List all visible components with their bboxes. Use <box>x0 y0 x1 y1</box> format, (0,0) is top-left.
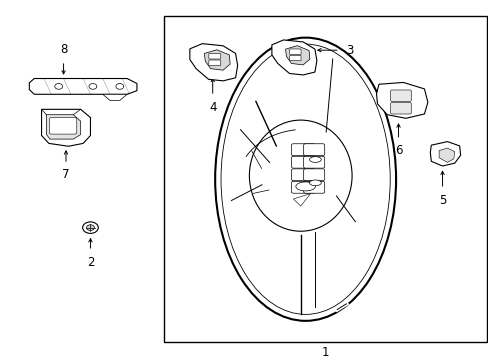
FancyBboxPatch shape <box>303 169 324 181</box>
FancyBboxPatch shape <box>291 181 314 193</box>
Text: 2: 2 <box>86 256 94 269</box>
Polygon shape <box>102 94 127 100</box>
Circle shape <box>86 225 94 230</box>
FancyBboxPatch shape <box>291 144 314 156</box>
Polygon shape <box>429 141 460 166</box>
Text: 7: 7 <box>62 168 70 181</box>
Text: 3: 3 <box>346 44 353 57</box>
Text: 1: 1 <box>321 346 328 359</box>
FancyBboxPatch shape <box>49 118 77 134</box>
Polygon shape <box>46 115 81 139</box>
FancyBboxPatch shape <box>208 60 220 66</box>
Text: 5: 5 <box>438 194 446 207</box>
FancyBboxPatch shape <box>390 103 410 114</box>
Ellipse shape <box>221 44 389 314</box>
Ellipse shape <box>309 157 321 162</box>
Polygon shape <box>41 109 90 146</box>
FancyBboxPatch shape <box>390 90 410 102</box>
FancyBboxPatch shape <box>289 55 301 61</box>
Circle shape <box>116 84 123 89</box>
FancyBboxPatch shape <box>303 144 324 156</box>
Polygon shape <box>376 82 427 118</box>
Circle shape <box>89 84 97 89</box>
Ellipse shape <box>215 38 395 321</box>
FancyBboxPatch shape <box>291 156 314 168</box>
Polygon shape <box>293 194 310 206</box>
FancyBboxPatch shape <box>291 169 314 181</box>
Polygon shape <box>271 40 316 75</box>
Polygon shape <box>29 78 137 94</box>
Ellipse shape <box>249 120 351 231</box>
FancyBboxPatch shape <box>303 156 324 168</box>
FancyBboxPatch shape <box>208 53 220 59</box>
FancyBboxPatch shape <box>303 181 324 193</box>
Polygon shape <box>438 148 454 162</box>
Circle shape <box>55 84 62 89</box>
Bar <box>163 16 486 342</box>
Ellipse shape <box>309 180 321 186</box>
Polygon shape <box>189 44 237 81</box>
Polygon shape <box>285 46 309 65</box>
Text: 8: 8 <box>60 42 67 55</box>
FancyBboxPatch shape <box>289 49 301 54</box>
Text: 6: 6 <box>394 144 402 157</box>
Circle shape <box>82 222 98 233</box>
Polygon shape <box>204 50 230 70</box>
Ellipse shape <box>295 182 315 191</box>
Text: 4: 4 <box>208 101 216 114</box>
